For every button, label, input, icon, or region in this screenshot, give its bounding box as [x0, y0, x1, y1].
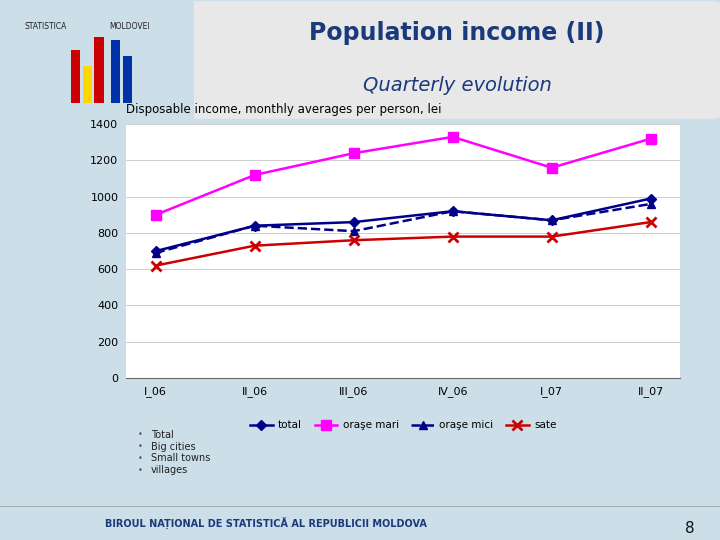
Bar [71, 50, 81, 103]
sate [547, 233, 556, 240]
oraşe mari [449, 133, 457, 140]
Legend: total, oraşe mari, oraşe mici, sate: total, oraşe mari, oraşe mici, sate [246, 416, 561, 435]
sate [349, 237, 358, 244]
Text: Disposable income, monthly averages per person, lei: Disposable income, monthly averages per … [126, 103, 441, 116]
sate [251, 242, 259, 249]
oraşe mari [251, 172, 259, 178]
Text: •: • [138, 454, 143, 463]
Text: MOLDOVEI: MOLDOVEI [109, 23, 150, 31]
FancyBboxPatch shape [189, 1, 720, 119]
Line: oraşe mari: oraşe mari [151, 132, 655, 219]
oraşe mici [151, 249, 160, 256]
Line: sate: sate [150, 217, 656, 271]
oraşe mari [647, 136, 655, 142]
total [647, 195, 655, 202]
total [151, 248, 160, 254]
total [449, 208, 457, 214]
oraşe mici [647, 201, 655, 207]
Text: villages: villages [151, 465, 189, 475]
Bar [83, 66, 92, 103]
Text: 8: 8 [685, 521, 695, 536]
total [547, 217, 556, 224]
sate [647, 219, 655, 225]
oraşe mari [349, 150, 358, 157]
Bar [111, 40, 120, 103]
Text: Big cities: Big cities [151, 442, 196, 451]
oraşe mici [251, 222, 259, 229]
oraşe mari [151, 212, 160, 218]
Line: total: total [152, 195, 654, 255]
oraşe mici [547, 217, 556, 224]
Text: •: • [138, 442, 143, 451]
Text: Small towns: Small towns [151, 454, 210, 463]
Text: Population income (II): Population income (II) [310, 21, 605, 45]
sate [151, 262, 160, 269]
total [349, 219, 358, 225]
oraşe mari [547, 165, 556, 171]
oraşe mici [349, 228, 358, 234]
Text: Total: Total [151, 430, 174, 440]
Line: oraşe mici: oraşe mici [152, 200, 654, 256]
Text: •: • [138, 430, 143, 439]
Text: STATISTICA: STATISTICA [25, 23, 67, 31]
sate [449, 233, 457, 240]
Bar [94, 37, 104, 103]
Text: Quarterly evolution: Quarterly evolution [363, 76, 552, 95]
Bar [122, 57, 132, 103]
total [251, 222, 259, 229]
oraşe mici [449, 208, 457, 214]
Text: •: • [138, 466, 143, 475]
Text: BIROUL NAȚIONAL DE STATISTICĂ AL REPUBLICII MOLDOVA: BIROUL NAȚIONAL DE STATISTICĂ AL REPUBLI… [105, 517, 428, 529]
